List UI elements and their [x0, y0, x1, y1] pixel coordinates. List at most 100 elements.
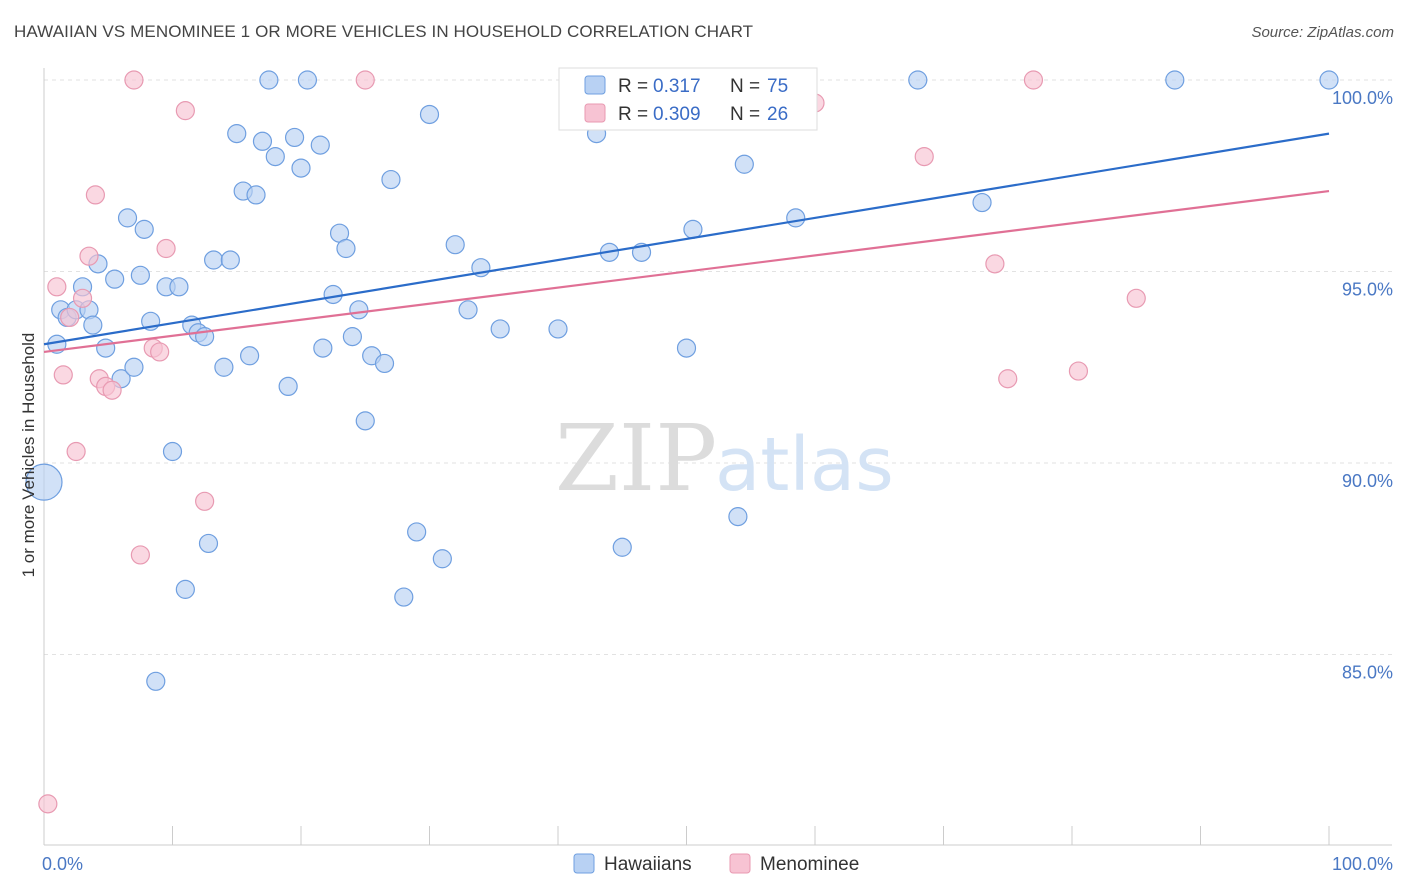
- y-tick-label-3: 85.0%: [1342, 663, 1393, 683]
- watermark: ZIP atlas: [555, 405, 894, 512]
- hawaiians-point-71: [972, 192, 992, 213]
- y-tick-labels: 100.0% 95.0% 90.0% 85.0%: [1332, 88, 1393, 683]
- hawaiians-point-26: [204, 250, 224, 270]
- menominee-point-25: [1126, 288, 1146, 308]
- menominee-point-6: [79, 246, 99, 266]
- hawaiians-point-65: [676, 338, 697, 358]
- legend-r-menominee: 0.309: [653, 104, 701, 125]
- hawaiians-point-17: [146, 671, 166, 691]
- menominee-point-5: [72, 288, 93, 308]
- gridlines: [44, 79, 1392, 655]
- legend-n-label-hawaiians: N =: [730, 76, 760, 97]
- hawaiians-point-14: [130, 265, 150, 285]
- hawaiians-point-47: [355, 411, 375, 431]
- hawaiians-point-9: [96, 338, 116, 358]
- menominee-trend-line: [43, 189, 1330, 354]
- menominee-point-1: [47, 277, 67, 297]
- series-legend: Hawaiians Menominee: [573, 853, 859, 875]
- hawaiians-point-28: [220, 250, 240, 270]
- hawaiians-point-54: [432, 549, 452, 569]
- watermark-atlas: atlas: [715, 422, 894, 508]
- hawaiians-point-15: [134, 219, 154, 239]
- legend-n-label-menominee: N =: [730, 104, 760, 125]
- menominee-point-22: [998, 369, 1018, 389]
- hawaiians-point-41: [313, 338, 333, 358]
- x-tick-label-left: 0.0%: [42, 854, 83, 874]
- hawaiians-point-33: [252, 131, 273, 151]
- trend-lines: [43, 132, 1330, 354]
- hawaiians-point-12: [117, 208, 138, 228]
- menominee-point-0: [38, 794, 58, 814]
- hawaiians-point-45: [342, 327, 362, 347]
- source-label: Source: ZipAtlas.com: [1251, 24, 1394, 41]
- y-tick-label-2: 90.0%: [1342, 471, 1393, 491]
- series-name-hawaiians: Hawaiians: [604, 854, 692, 875]
- hawaiians-point-21: [175, 579, 195, 599]
- hawaiians-point-34: [259, 70, 279, 90]
- hawaiians-point-53: [419, 104, 440, 125]
- series-swatch-menominee: [729, 853, 751, 874]
- hawaiians-point-44: [336, 238, 356, 259]
- hawaiians-point-13: [124, 357, 144, 377]
- menominee-point-12: [130, 545, 150, 565]
- data-points: [25, 70, 1339, 814]
- x-tick-labels: 0.0% 100.0%: [42, 854, 1393, 874]
- hawaiians-point-69: [786, 208, 806, 228]
- hawaiians-point-31: [240, 346, 260, 366]
- legend-n-menominee: 26: [767, 104, 788, 125]
- legend-r-hawaiians: 0.317: [653, 76, 701, 97]
- menominee-point-15: [156, 238, 176, 259]
- hawaiians-point-55: [445, 235, 465, 255]
- hawaiians-point-62: [612, 537, 632, 557]
- hawaiians-trend-line: [43, 132, 1330, 346]
- hawaiians-point-50: [381, 169, 401, 190]
- y-axis-label: 1 or more Vehicles in Household: [19, 333, 38, 578]
- hawaiians-point-7: [83, 315, 103, 335]
- hawaiians-point-19: [162, 441, 183, 462]
- menominee-point-23: [1023, 70, 1044, 90]
- menominee-point-21: [985, 254, 1005, 274]
- hawaiians-point-49: [374, 353, 395, 374]
- menominee-point-11: [124, 70, 144, 90]
- hawaiians-point-68: [734, 154, 754, 174]
- hawaiians-point-39: [297, 70, 318, 90]
- legend-r-label-hawaiians: R =: [618, 76, 648, 97]
- legend: R = 0.317 N = 75 R = 0.309 N = 26: [558, 67, 818, 131]
- hawaiians-point-51: [394, 587, 414, 607]
- menominee-point-24: [1068, 361, 1089, 381]
- y-tick-label-0: 100.0%: [1332, 88, 1393, 108]
- hawaiians-point-36: [278, 376, 298, 396]
- hawaiians-point-27: [214, 357, 234, 377]
- series-name-menominee: Menominee: [760, 854, 859, 875]
- menominee-point-3: [60, 307, 80, 328]
- hawaiians-point-37: [284, 127, 305, 148]
- hawaiians-point-29: [227, 124, 247, 144]
- menominee-point-20: [914, 147, 934, 167]
- hawaiians-point-0: [25, 463, 63, 501]
- menominee-point-14: [150, 342, 170, 362]
- legend-swatch-hawaiians: [584, 75, 606, 95]
- hawaiians-point-40: [310, 135, 330, 155]
- y-tick-label-1: 95.0%: [1342, 280, 1393, 300]
- hawaiians-point-52: [407, 522, 427, 542]
- hawaiians-point-70: [908, 70, 928, 90]
- legend-n-hawaiians: 75: [767, 76, 788, 97]
- menominee-point-16: [175, 101, 195, 121]
- hawaiians-point-66: [683, 219, 703, 239]
- hawaiians-point-38: [291, 158, 311, 178]
- menominee-point-2: [53, 365, 73, 385]
- hawaiians-point-42: [323, 284, 343, 305]
- hawaiians-point-73: [1319, 70, 1339, 90]
- hawaiians-point-58: [490, 319, 510, 339]
- legend-r-label-menominee: R =: [618, 104, 648, 125]
- x-tick-label-right: 100.0%: [1332, 854, 1393, 874]
- chart-title: HAWAIIAN VS MENOMINEE 1 OR MORE VEHICLES…: [14, 22, 754, 41]
- hawaiians-point-56: [458, 300, 478, 320]
- menominee-point-17: [195, 491, 215, 511]
- hawaiians-point-10: [105, 269, 125, 289]
- hawaiians-point-46: [349, 300, 369, 320]
- menominee-point-7: [85, 185, 106, 205]
- hawaiians-point-20: [169, 277, 189, 297]
- hawaiians-point-67: [728, 507, 748, 527]
